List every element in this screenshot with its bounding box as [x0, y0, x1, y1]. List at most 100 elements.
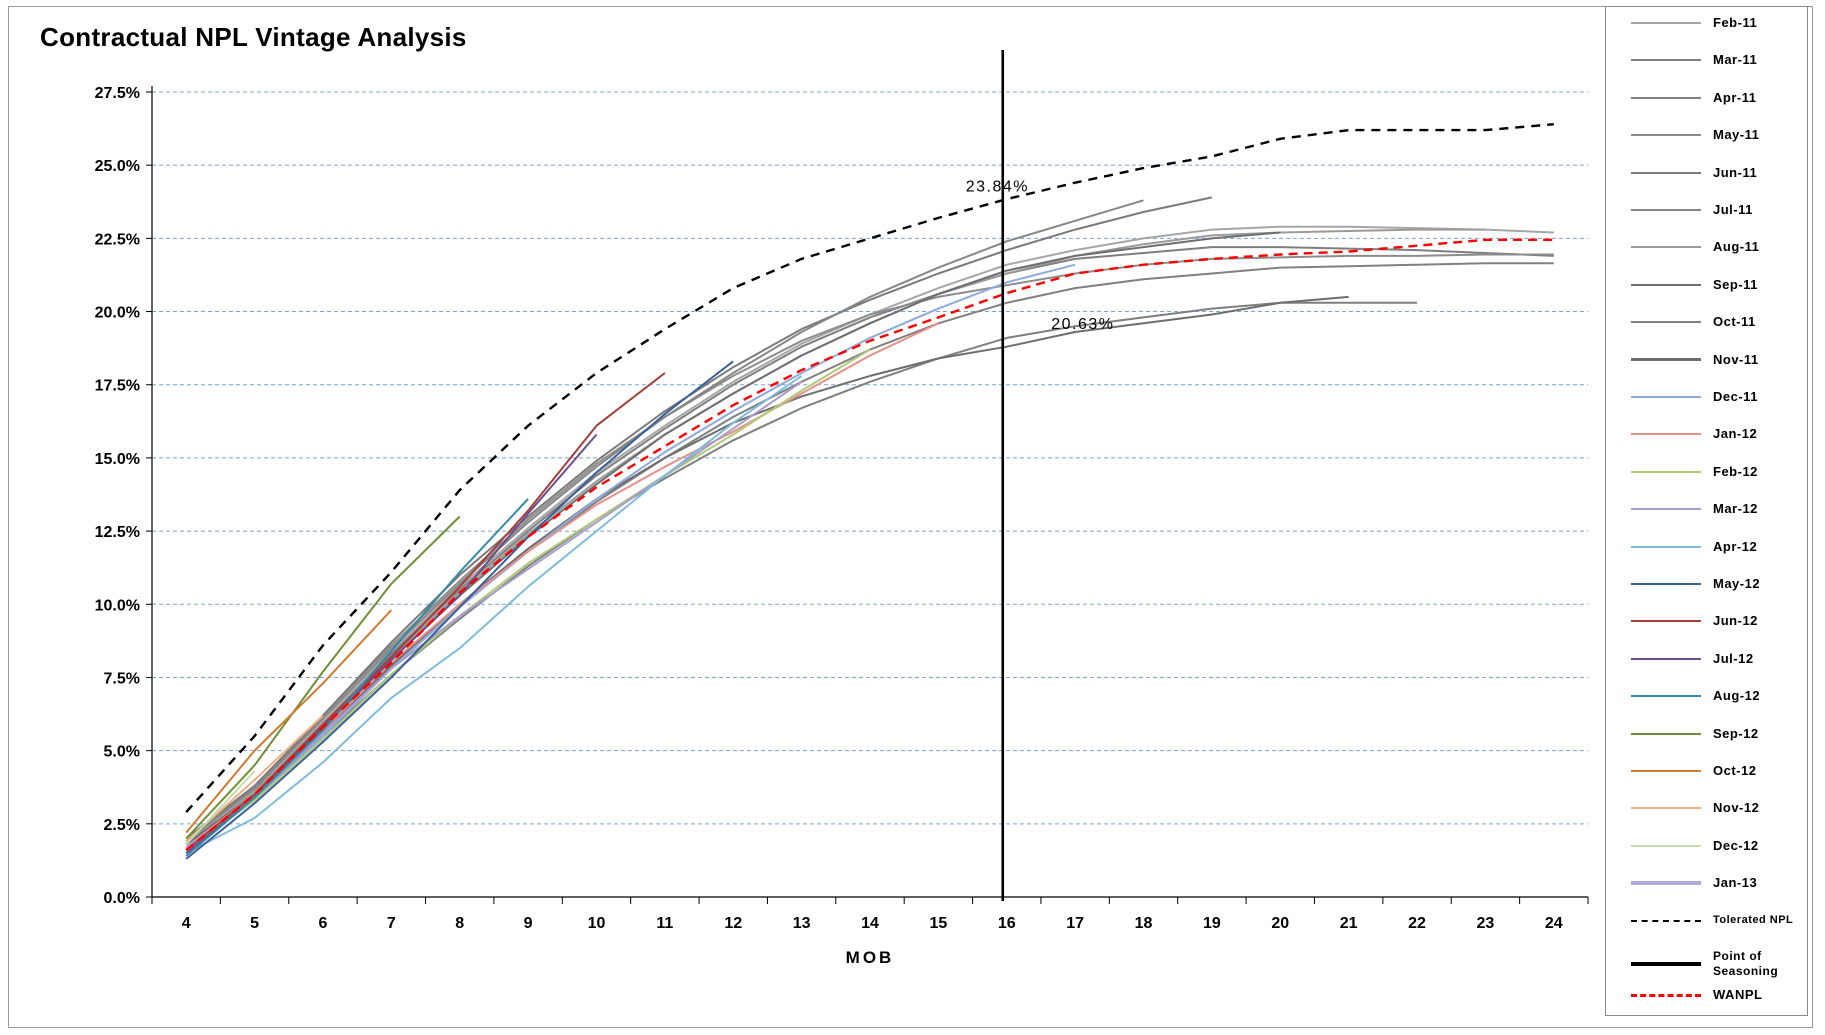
annotation-tolerated-npl-value: 23.84%	[966, 179, 1029, 196]
legend-label: Feb-12	[1713, 463, 1758, 479]
legend-item-feb-11: Feb-11	[1606, 11, 1806, 41]
chart-frame	[8, 6, 1813, 1028]
legend-swatch	[1631, 96, 1701, 99]
legend-item-apr-12: Apr-12	[1606, 535, 1806, 565]
x-tick-label: 24	[1545, 915, 1563, 932]
legend-item-jun-12: Jun-12	[1606, 609, 1806, 639]
legend-swatch	[1631, 657, 1701, 660]
x-axis-title: MOB	[846, 948, 895, 967]
series-line-aug-11	[185, 228, 1486, 846]
legend-swatch	[1631, 22, 1701, 24]
series-line-feb-12	[185, 348, 871, 852]
x-tick-label: 15	[929, 915, 947, 932]
x-tick-label: 18	[1135, 915, 1153, 932]
legend-item-aug-11: Aug-11	[1606, 235, 1806, 265]
legend-item-jun-11: Jun-11	[1606, 161, 1806, 191]
x-tick-label: 17	[1066, 915, 1084, 932]
legend-swatch	[1631, 881, 1701, 886]
legend-item-sep-11: Sep-11	[1606, 273, 1806, 303]
legend-item-point-of-seasoning: Point of Seasoning	[1606, 946, 1806, 978]
x-tick-label: 16	[998, 915, 1016, 932]
series-line-sep-12	[185, 515, 461, 840]
series-line-jan-12	[185, 322, 939, 848]
y-tick-label: 15.0%	[95, 451, 140, 468]
series-line-dec-11	[185, 263, 1076, 852]
legend-swatch	[1631, 433, 1701, 436]
axes	[146, 86, 1589, 904]
x-tick-label: 10	[588, 915, 606, 932]
y-tick-label: 7.5%	[104, 670, 140, 687]
x-tick-label: 4	[182, 915, 191, 932]
legend-label: Apr-11	[1713, 89, 1757, 105]
legend-item-apr-11: Apr-11	[1606, 86, 1806, 116]
legend-swatch	[1631, 770, 1701, 772]
x-tick-label: 9	[524, 915, 533, 932]
x-tick-label: 13	[793, 915, 811, 932]
legend-item-sep-12: Sep-12	[1606, 722, 1806, 752]
legend-label: Jul-11	[1713, 202, 1753, 217]
legend-swatch	[1631, 470, 1701, 473]
legend-label: Mar-12	[1713, 501, 1758, 517]
x-tick-label: 7	[387, 915, 396, 932]
x-tick-label: 19	[1203, 915, 1221, 932]
x-tick-label: 8	[455, 915, 464, 932]
series-line-jul-11	[185, 199, 1144, 843]
legend-label: Oct-12	[1713, 763, 1757, 778]
legend-swatch	[1631, 993, 1701, 997]
series-line-sep-11	[185, 231, 1281, 846]
series-line-oct-12	[185, 609, 393, 834]
series-line-may-12	[185, 360, 734, 860]
legend-label: Mar-11	[1713, 52, 1758, 68]
legend-item-dec-12: Dec-12	[1606, 834, 1806, 864]
legend-item-tolerated-npl: Tolerated NPL	[1606, 909, 1806, 939]
legend-item-aug-12: Aug-12	[1606, 684, 1806, 714]
legend-swatch	[1631, 283, 1701, 286]
series-line-aug-12	[185, 498, 529, 857]
y-tick-label: 17.5%	[95, 378, 140, 395]
legend-swatch	[1631, 807, 1701, 810]
x-tick-label: 12	[724, 915, 742, 932]
series-line-apr-12	[185, 375, 803, 854]
legend-label: Sep-12	[1713, 725, 1759, 741]
legend-item-mar-12: Mar-12	[1606, 497, 1806, 527]
legend-item-jul-11: Jul-11	[1606, 198, 1806, 228]
legend-swatch	[1631, 321, 1701, 324]
tick-labels: 0.0% 2.5% 5.0% 7.5% 10.0% 12.5% 15.0% 17.5% 20.0…	[95, 85, 1563, 932]
legend-label: Dec-12	[1713, 837, 1759, 853]
legend-item-jan-12: Jan-12	[1606, 422, 1806, 452]
legend-item-mar-11: Mar-11	[1606, 48, 1806, 78]
legend: Feb-11 Mar-11 Apr-11 May-11 Jun-11 Jul-11 Aug-…	[1605, 6, 1808, 1016]
legend-label: May-11	[1713, 127, 1760, 143]
legend-label: WANPL	[1713, 987, 1763, 1003]
series-line-nov-11	[185, 295, 1349, 846]
y-tick-label: 5.0%	[104, 744, 140, 761]
legend-swatch	[1631, 209, 1701, 211]
series-line-tolerated-npl	[185, 123, 1554, 813]
series-line-dec-12	[185, 770, 256, 845]
legend-item-dec-11: Dec-11	[1606, 385, 1806, 415]
series-line-wanpl	[185, 238, 1554, 852]
legend-label: May-12	[1713, 576, 1761, 591]
series-line-jun-12	[185, 372, 666, 851]
legend-label: Jun-12	[1713, 613, 1758, 629]
legend-label: Oct-11	[1713, 314, 1756, 330]
x-tick-label: 20	[1271, 915, 1289, 932]
y-tick-label: 20.0%	[95, 305, 140, 322]
legend-swatch	[1631, 919, 1701, 922]
gridlines	[152, 91, 1588, 825]
legend-item-jul-12: Jul-12	[1606, 647, 1806, 677]
legend-item-oct-11: Oct-11	[1606, 310, 1806, 340]
legend-item-may-11: May-11	[1606, 123, 1806, 153]
legend-item-oct-12: Oct-12	[1606, 759, 1806, 789]
y-tick-label: 12.5%	[95, 524, 140, 541]
legend-label: Nov-12	[1713, 800, 1760, 816]
legend-swatch	[1631, 545, 1701, 548]
legend-swatch	[1631, 508, 1701, 511]
y-tick-label: 25.0%	[95, 158, 140, 175]
x-tick-label: 6	[318, 915, 327, 932]
series-line-jun-11	[185, 196, 1213, 840]
legend-label: Sep-11	[1713, 276, 1758, 292]
x-tick-label: 5	[250, 915, 259, 932]
x-tick-label: 11	[656, 915, 673, 932]
